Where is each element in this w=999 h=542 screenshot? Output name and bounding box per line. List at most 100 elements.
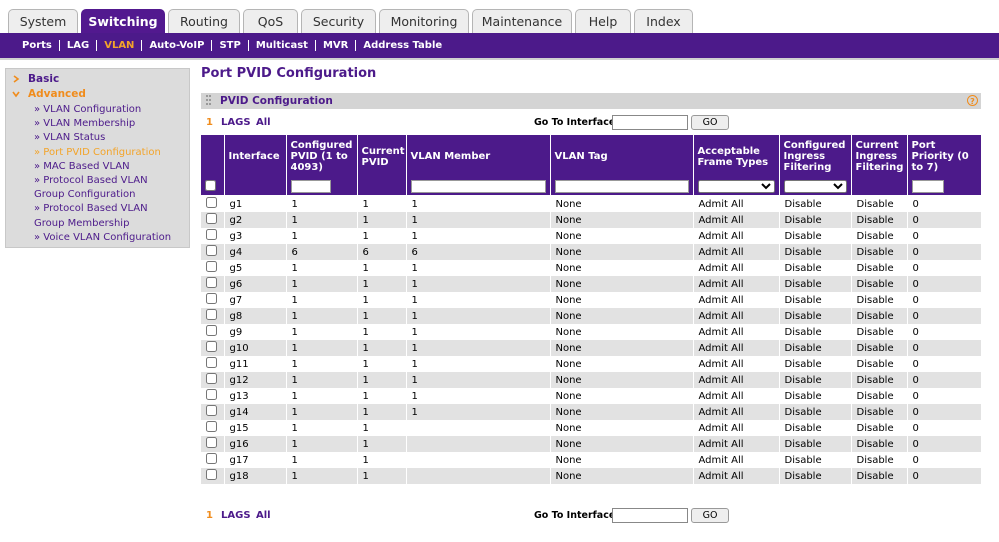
sub-nav-link[interactable]: STP <box>211 40 247 51</box>
filter-input[interactable] <box>410 179 546 193</box>
cell-text: Admit All <box>698 278 744 290</box>
nav-tab[interactable]: Security <box>301 9 376 33</box>
go-button[interactable]: GO <box>691 115 729 130</box>
pager-link[interactable]: LAGS <box>221 117 251 128</box>
row-checkbox[interactable] <box>206 325 217 336</box>
row-checkbox[interactable] <box>206 421 217 432</box>
table-cell: g11 <box>224 356 287 372</box>
help-icon[interactable]: ? <box>967 95 978 106</box>
cell-text: 0 <box>912 230 919 242</box>
row-checkbox[interactable] <box>206 245 217 256</box>
table-cell: Disable <box>851 292 908 308</box>
cell-text: g10 <box>229 342 249 354</box>
filter-select[interactable] <box>783 180 847 193</box>
filter-input[interactable] <box>290 179 331 193</box>
sidebar-link[interactable]: » Protocol Based VLAN Group Membership <box>34 203 148 229</box>
cell-text: 0 <box>912 358 919 370</box>
pager-link[interactable]: LAGS <box>221 510 251 521</box>
cell-text: 6 <box>291 246 298 258</box>
goto-input[interactable] <box>612 115 688 130</box>
row-checkbox[interactable] <box>206 373 217 384</box>
row-checkbox[interactable] <box>206 213 217 224</box>
row-checkbox[interactable] <box>206 261 217 272</box>
nav-tab[interactable]: System <box>8 9 78 33</box>
filter-cell <box>693 178 780 196</box>
row-checkbox[interactable] <box>206 357 217 368</box>
sidebar-link[interactable]: » VLAN Configuration <box>34 104 142 115</box>
row-checkbox[interactable] <box>206 453 217 464</box>
header-cell <box>201 135 225 178</box>
cell-text: 1 <box>362 438 369 450</box>
row-checkbox[interactable] <box>206 437 217 448</box>
row-checkbox[interactable] <box>206 469 217 480</box>
filter-cell <box>286 178 358 196</box>
sub-nav-link[interactable]: Auto-VoIP <box>141 40 211 51</box>
select-all-checkbox[interactable] <box>205 179 216 191</box>
table-cell: Admit All <box>693 420 780 436</box>
cell-text: 0 <box>912 470 919 482</box>
table-cell: Disable <box>851 468 908 484</box>
divider <box>0 58 999 60</box>
sidebar-link[interactable]: » Port PVID Configuration <box>34 146 161 158</box>
nav-tab[interactable]: Maintenance <box>472 9 572 33</box>
sub-nav-link[interactable]: Address Table <box>355 40 449 51</box>
pager-link[interactable]: All <box>256 510 271 521</box>
cell-text: None <box>555 198 582 210</box>
row-checkbox[interactable] <box>206 293 217 304</box>
table-cell: Disable <box>779 340 852 356</box>
nav-tab[interactable]: QoS <box>243 9 298 33</box>
row-checkbox[interactable] <box>206 229 217 240</box>
table-cell: 0 <box>907 436 982 452</box>
cell-text: Admit All <box>698 246 744 258</box>
sidebar-link[interactable]: » VLAN Membership <box>34 118 136 130</box>
row-select <box>201 372 225 388</box>
row-checkbox[interactable] <box>206 277 217 288</box>
pager-link[interactable]: All <box>256 117 271 128</box>
sidebar-link[interactable]: » VLAN Status <box>34 132 106 144</box>
table-cell: Disable <box>779 260 852 276</box>
filter-cell <box>851 178 908 196</box>
sidebar-section[interactable]: Advanced <box>12 88 189 103</box>
sub-nav-link[interactable]: LAG <box>58 40 96 51</box>
row-checkbox[interactable] <box>206 389 217 400</box>
pager-link[interactable]: 1 <box>206 117 213 128</box>
pager-link[interactable]: 1 <box>206 510 213 521</box>
table-cell: 0 <box>907 292 982 308</box>
sidebar-section[interactable]: Basic <box>12 73 189 88</box>
sub-nav-link[interactable]: Multicast <box>247 40 315 51</box>
filter-cell <box>550 178 694 196</box>
nav-tab[interactable]: Index <box>634 9 693 33</box>
filter-select[interactable] <box>697 180 775 193</box>
nav-tab[interactable]: Routing <box>168 9 240 33</box>
nav-tab[interactable]: Switching <box>81 9 165 33</box>
go-button[interactable]: GO <box>691 508 729 523</box>
table-cell: Disable <box>851 372 908 388</box>
sidebar-link[interactable]: » MAC Based VLAN <box>34 160 130 172</box>
nav-tab[interactable]: Monitoring <box>379 9 469 33</box>
table-cell: None <box>550 324 694 340</box>
table-cell: Admit All <box>693 324 780 340</box>
table-cell: 1 <box>357 292 407 308</box>
cell-text: None <box>555 406 582 418</box>
sidebar-link[interactable]: » Voice VLAN Configuration <box>34 231 172 243</box>
cell-text: Disable <box>856 214 894 226</box>
row-checkbox[interactable] <box>206 341 217 352</box>
filter-input[interactable] <box>554 179 689 193</box>
goto-input[interactable] <box>612 508 688 523</box>
cell-text: None <box>555 358 582 370</box>
nav-tab[interactable]: Help <box>575 9 631 33</box>
sub-nav-link[interactable]: VLAN <box>96 40 141 51</box>
table-row: g16 1 1 None Admit All Disable Disable 0 <box>201 436 982 452</box>
cell-text: 0 <box>912 326 919 338</box>
cell-text: Disable <box>784 246 822 258</box>
filter-input[interactable] <box>911 179 944 193</box>
sub-nav-link[interactable]: Ports <box>22 40 52 51</box>
cell-text: None <box>555 294 582 306</box>
row-checkbox[interactable] <box>206 405 217 416</box>
sidebar-link[interactable]: » Protocol Based VLAN Group Configuratio… <box>34 175 148 201</box>
sub-nav-link[interactable]: MVR <box>314 40 355 51</box>
row-checkbox[interactable] <box>206 197 217 208</box>
row-checkbox[interactable] <box>206 309 217 320</box>
cell-text: 1 <box>291 454 298 466</box>
cell-text: g14 <box>229 406 249 418</box>
